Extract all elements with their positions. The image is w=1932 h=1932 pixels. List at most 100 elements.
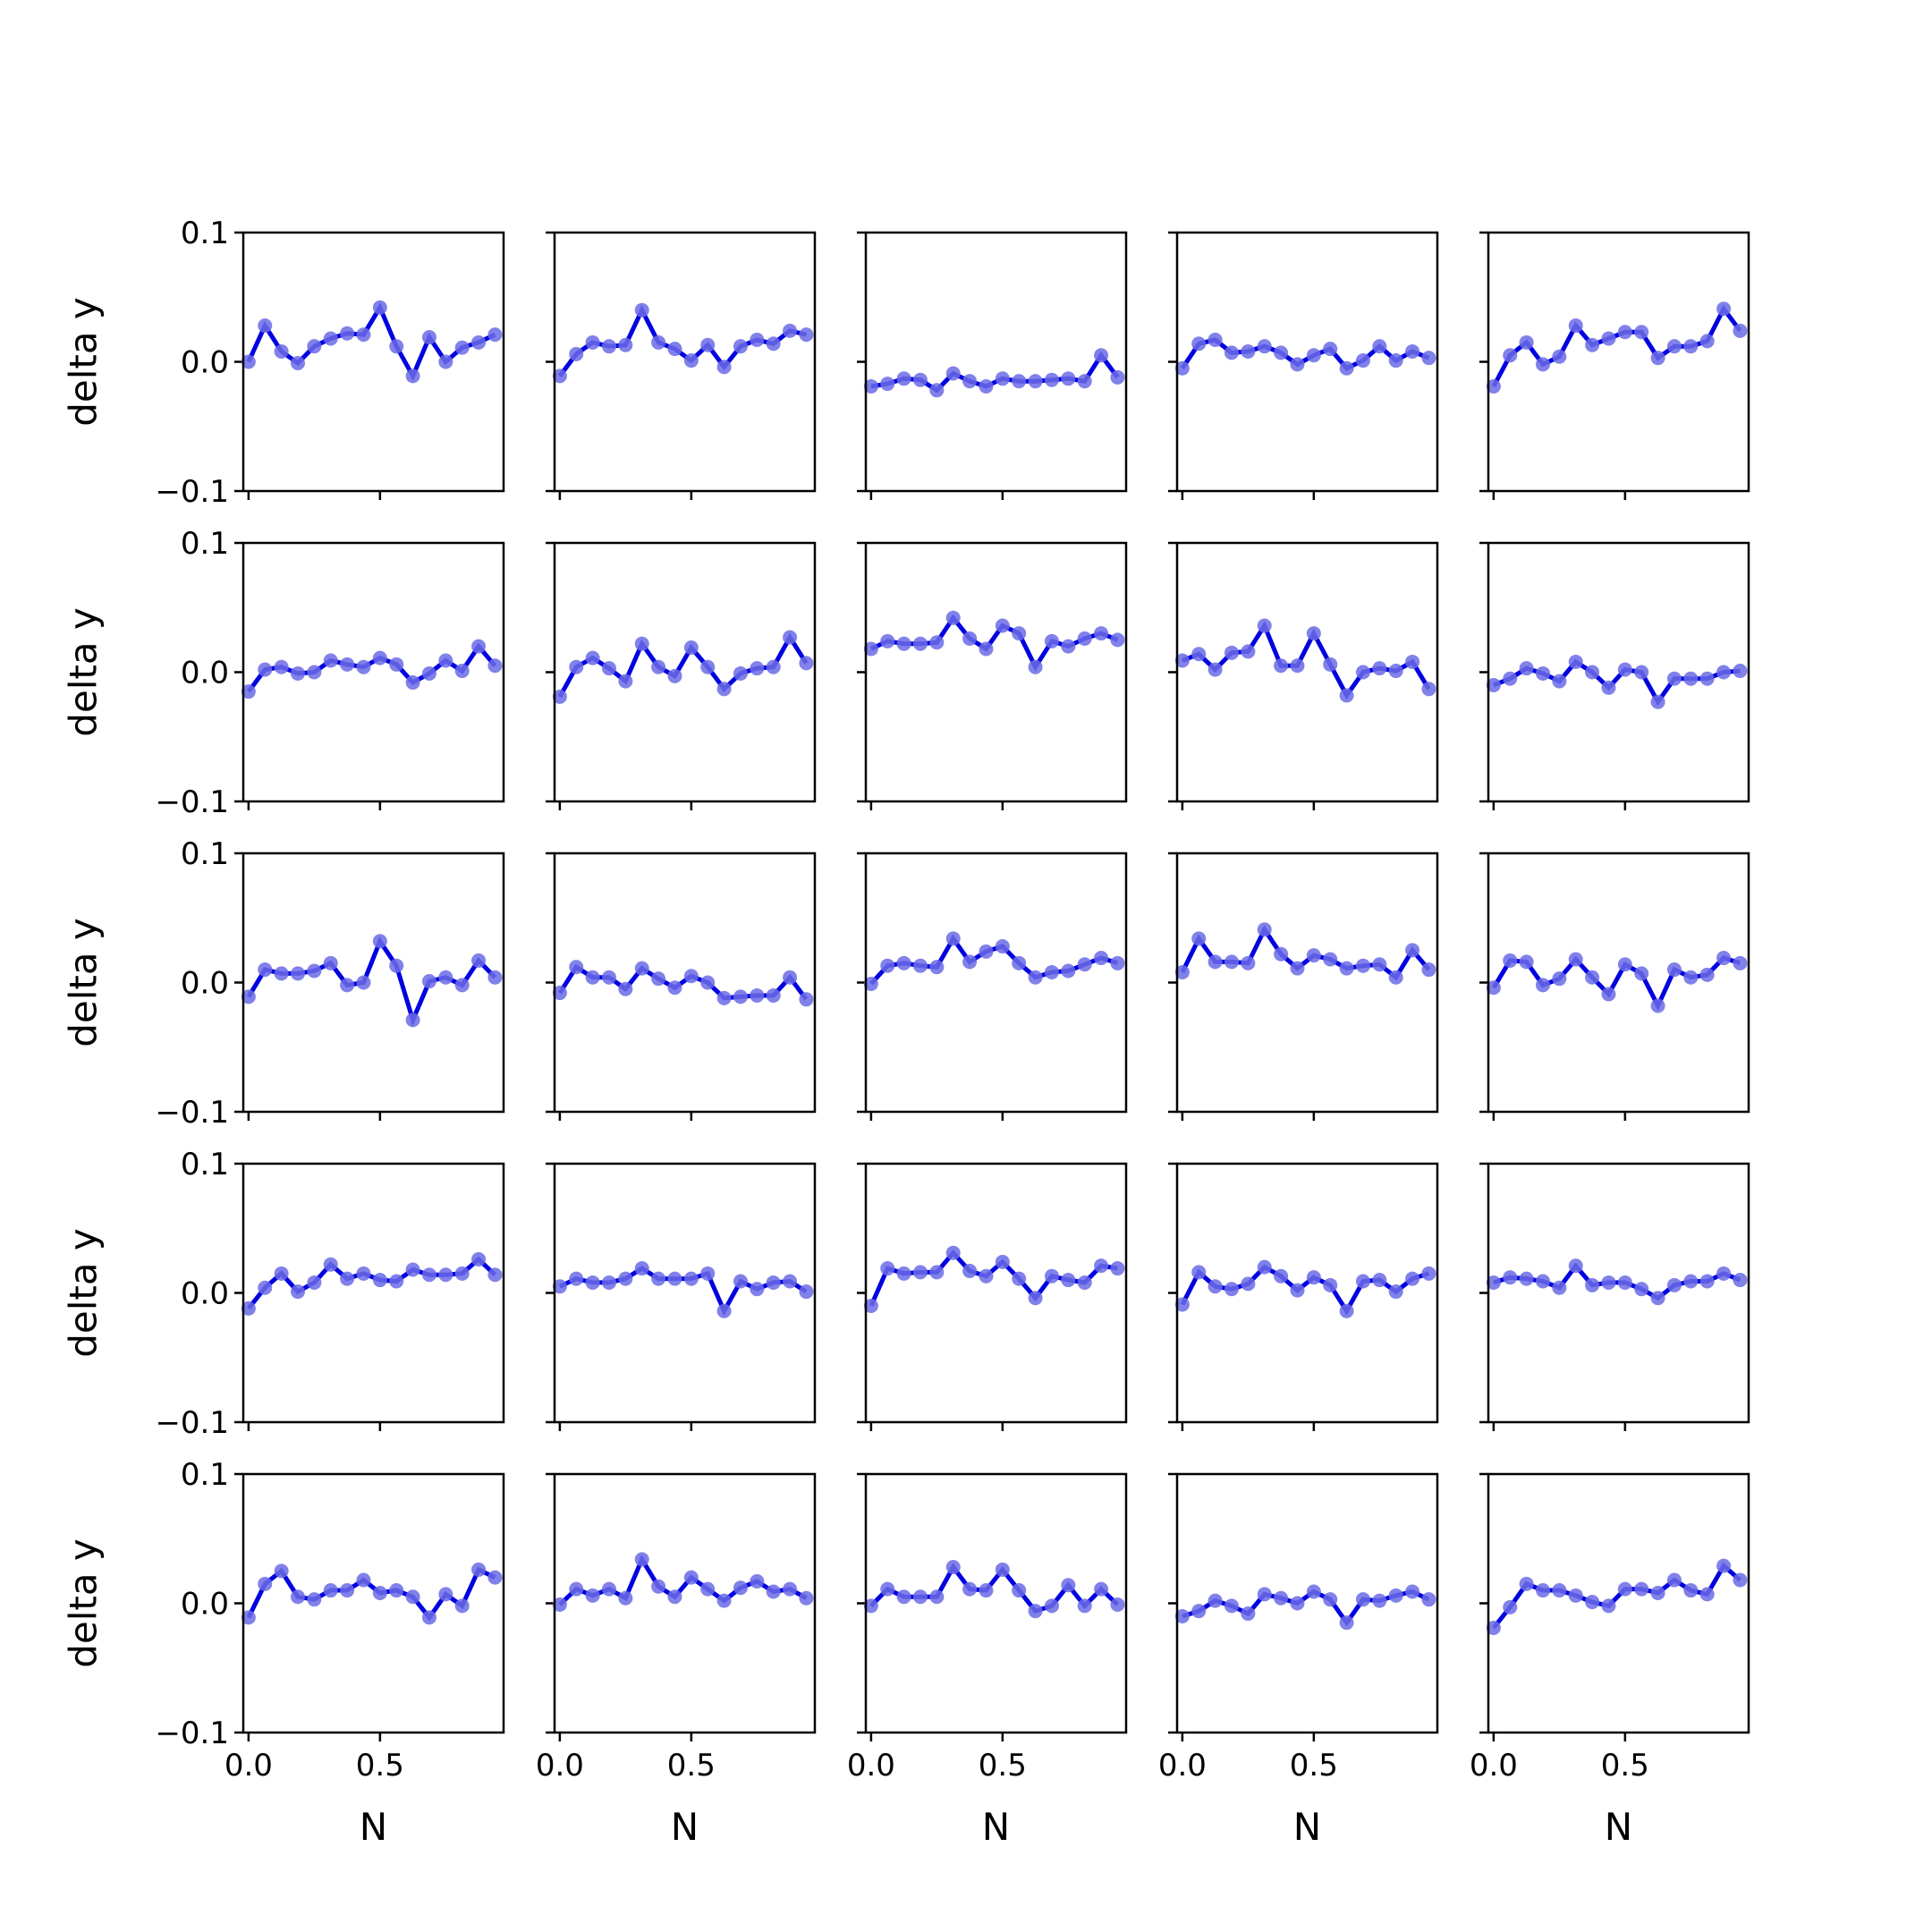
data-point bbox=[340, 657, 355, 672]
data-point bbox=[1486, 1620, 1501, 1635]
data-point bbox=[1241, 955, 1256, 970]
data-point bbox=[1355, 958, 1370, 973]
data-point bbox=[1503, 1599, 1518, 1614]
data-point bbox=[783, 970, 798, 985]
data-point bbox=[1174, 653, 1190, 668]
data-point bbox=[1716, 665, 1732, 680]
data-point bbox=[1650, 1585, 1665, 1600]
data-point bbox=[929, 635, 945, 650]
plot-frame bbox=[1175, 231, 1439, 493]
data-point bbox=[979, 1268, 994, 1284]
data-point bbox=[1028, 970, 1043, 985]
data-point bbox=[1241, 1606, 1256, 1622]
data-point bbox=[618, 674, 633, 689]
data-point bbox=[290, 665, 305, 681]
data-point bbox=[700, 1581, 716, 1597]
data-point bbox=[1355, 353, 1370, 369]
plot-frame bbox=[553, 852, 817, 1114]
data-point bbox=[1191, 647, 1207, 662]
data-point bbox=[995, 1562, 1010, 1577]
data-point bbox=[323, 653, 338, 668]
data-point bbox=[1372, 957, 1387, 972]
data-point bbox=[1699, 671, 1715, 686]
data-point bbox=[1535, 1583, 1550, 1598]
data-point bbox=[929, 960, 945, 975]
data-point bbox=[258, 662, 273, 677]
data-point bbox=[945, 366, 961, 381]
data-point bbox=[1290, 1283, 1305, 1298]
plot-frame bbox=[1175, 1472, 1439, 1734]
data-point bbox=[1503, 671, 1518, 686]
data-point bbox=[1568, 1258, 1583, 1274]
data-point bbox=[945, 931, 961, 946]
data-point bbox=[1257, 618, 1272, 633]
data-point bbox=[979, 1583, 994, 1598]
data-point bbox=[962, 1581, 978, 1597]
data-point bbox=[912, 1265, 928, 1280]
data-point bbox=[1257, 1587, 1272, 1602]
y-tick-label: 0.1 bbox=[181, 1457, 229, 1493]
data-point bbox=[1552, 1583, 1567, 1598]
data-point bbox=[1519, 335, 1534, 350]
plot-frame bbox=[864, 1472, 1128, 1734]
data-point bbox=[1044, 372, 1059, 387]
data-point bbox=[1585, 665, 1600, 680]
data-point bbox=[1290, 1596, 1305, 1611]
x-axis-label: N bbox=[671, 1805, 699, 1849]
data-point bbox=[1208, 954, 1223, 970]
data-point bbox=[1405, 1271, 1420, 1286]
data-point bbox=[274, 1266, 289, 1281]
data-point bbox=[1257, 339, 1272, 354]
data-point bbox=[716, 1593, 732, 1608]
data-point bbox=[1519, 1271, 1534, 1286]
data-point bbox=[389, 657, 404, 672]
y-tick-label: −0.1 bbox=[155, 474, 229, 510]
data-point bbox=[1683, 339, 1699, 354]
data-point bbox=[1306, 1270, 1321, 1285]
data-point bbox=[1012, 1583, 1027, 1598]
data-point bbox=[733, 989, 748, 1004]
plot-frame bbox=[1175, 852, 1439, 1114]
data-point bbox=[1372, 1273, 1387, 1288]
data-point bbox=[1585, 1277, 1600, 1292]
data-point bbox=[995, 1254, 1010, 1269]
data-point bbox=[1290, 961, 1305, 976]
subplot-r3-c4 bbox=[1168, 852, 1439, 1121]
series-line bbox=[557, 632, 809, 699]
data-point bbox=[1388, 353, 1403, 369]
data-point bbox=[421, 1610, 436, 1625]
x-tick-label: 0.0 bbox=[847, 1748, 895, 1784]
data-point bbox=[750, 332, 765, 347]
data-point bbox=[323, 1583, 338, 1598]
data-point bbox=[389, 339, 404, 354]
data-point bbox=[1012, 374, 1027, 389]
data-point bbox=[880, 1581, 895, 1597]
data-point bbox=[1372, 339, 1387, 354]
data-point bbox=[290, 966, 305, 981]
data-point bbox=[405, 1013, 420, 1028]
data-point bbox=[995, 371, 1010, 386]
data-point bbox=[750, 661, 765, 676]
data-point bbox=[1568, 654, 1583, 669]
data-point bbox=[1388, 1284, 1403, 1300]
data-point bbox=[896, 1266, 911, 1281]
subplot-r1-c2 bbox=[546, 231, 817, 500]
data-point bbox=[1274, 658, 1289, 674]
data-point bbox=[1733, 1273, 1748, 1288]
y-axis-label: delta y bbox=[62, 1228, 106, 1358]
data-point bbox=[634, 1552, 649, 1567]
x-tick-label: 0.5 bbox=[1601, 1748, 1649, 1784]
plot-frame bbox=[553, 1162, 817, 1424]
data-point bbox=[307, 339, 322, 354]
series-line bbox=[246, 1256, 497, 1310]
subplot-r1-c1: 0.1 0.0 −0.1 delta y bbox=[62, 216, 505, 510]
data-point bbox=[1355, 1274, 1370, 1289]
data-point bbox=[1257, 1259, 1272, 1275]
plot-frame bbox=[242, 852, 505, 1114]
data-point bbox=[1208, 1593, 1223, 1608]
data-point bbox=[1683, 1274, 1699, 1289]
data-point bbox=[421, 974, 436, 989]
data-point bbox=[454, 978, 470, 993]
data-point bbox=[733, 1580, 748, 1596]
y-tick-label: 0.1 bbox=[181, 216, 229, 251]
